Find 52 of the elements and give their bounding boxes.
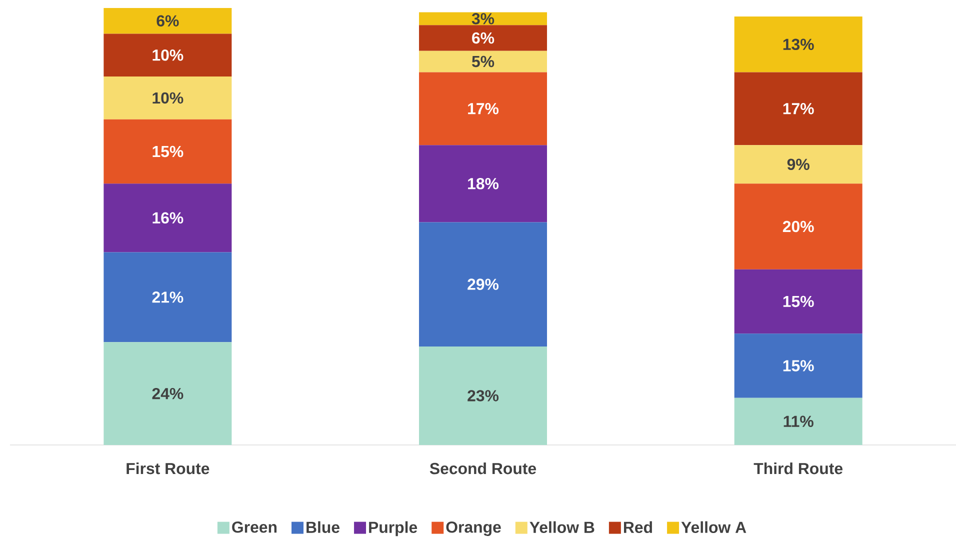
bar bbox=[419, 346, 548, 445]
bar bbox=[104, 8, 232, 34]
data-label: 21% bbox=[152, 292, 184, 303]
bar bbox=[734, 334, 862, 398]
bar bbox=[734, 145, 862, 184]
data-label: 10% bbox=[152, 92, 184, 104]
data-label: 17% bbox=[783, 103, 814, 114]
bar bbox=[104, 119, 232, 184]
legend-label: Yellow B bbox=[530, 521, 594, 533]
legend-label: Blue bbox=[306, 521, 340, 533]
bar bbox=[104, 342, 232, 445]
data-label: 24% bbox=[152, 388, 184, 400]
x-tick-label: First Route bbox=[126, 462, 210, 474]
data-label: 15% bbox=[152, 146, 184, 158]
bar bbox=[419, 222, 548, 346]
bar bbox=[104, 252, 232, 342]
bar bbox=[419, 50, 548, 72]
bar bbox=[419, 25, 548, 51]
bar bbox=[734, 16, 862, 72]
data-label: 10% bbox=[152, 49, 184, 61]
bar bbox=[419, 72, 548, 146]
data-label: 15% bbox=[783, 360, 814, 372]
legend-label: Purple bbox=[369, 521, 418, 536]
data-label: 13% bbox=[783, 38, 814, 50]
data-label: 6% bbox=[156, 15, 179, 26]
bar bbox=[104, 76, 232, 120]
bar bbox=[104, 184, 232, 252]
x-tick-label: Third Route bbox=[754, 462, 842, 474]
bar bbox=[419, 12, 548, 26]
legend-label: Yellow A bbox=[681, 521, 746, 533]
data-label: 20% bbox=[782, 220, 814, 232]
data-label: 15% bbox=[783, 296, 814, 308]
data-label: 9% bbox=[787, 158, 810, 170]
data-label: 17% bbox=[468, 103, 499, 114]
data-label: 3% bbox=[472, 13, 494, 24]
data-label: 18% bbox=[468, 178, 499, 190]
data-label: 11% bbox=[784, 416, 814, 428]
bar bbox=[734, 184, 862, 270]
data-label: 29% bbox=[468, 278, 499, 290]
bar bbox=[734, 398, 862, 445]
bar bbox=[734, 269, 862, 334]
data-label: 6% bbox=[472, 32, 494, 44]
data-label: 5% bbox=[472, 56, 494, 68]
legend-label: Red bbox=[624, 521, 652, 533]
bar bbox=[734, 72, 862, 146]
bar bbox=[104, 34, 232, 77]
data-label: 23% bbox=[468, 390, 499, 402]
legend-label: Green bbox=[232, 521, 277, 533]
bar bbox=[419, 145, 548, 222]
data-label: 16% bbox=[152, 212, 184, 224]
legend-label: Orange bbox=[446, 521, 501, 536]
x-tick-label: Second Route bbox=[430, 462, 536, 474]
